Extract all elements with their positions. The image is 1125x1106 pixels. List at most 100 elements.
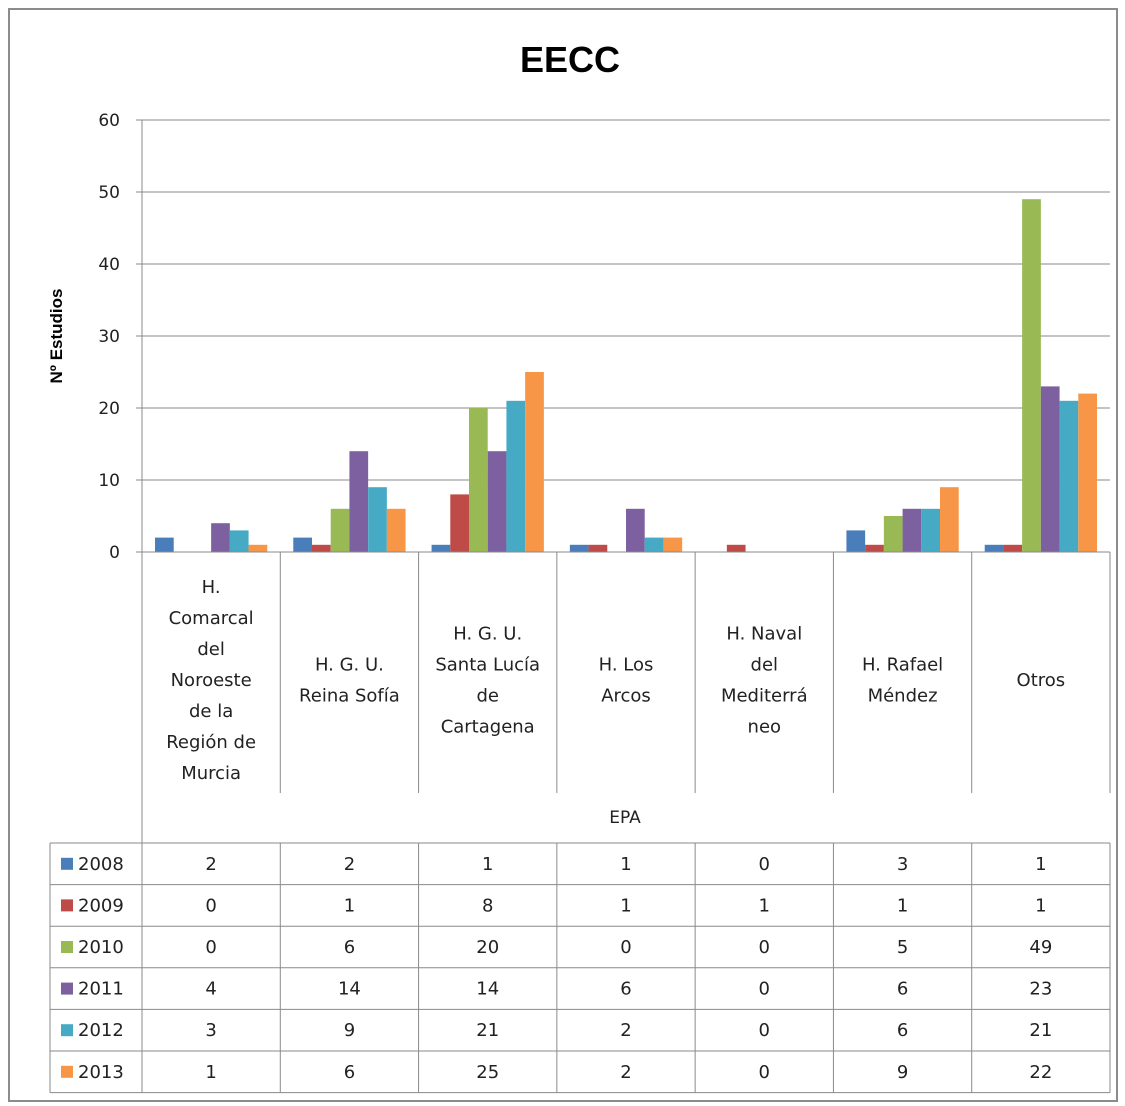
category-label: de — [476, 686, 499, 707]
bar — [368, 487, 387, 552]
legend-swatch — [61, 1024, 73, 1037]
data-label: 8 — [482, 895, 493, 916]
x-axis-label: EPA — [609, 808, 641, 828]
bar — [663, 537, 683, 552]
data-label: 0 — [205, 937, 216, 958]
data-label: 1 — [620, 854, 631, 875]
legend-swatch — [61, 1065, 73, 1078]
data-label: 3 — [897, 854, 908, 875]
data-label: 14 — [338, 979, 361, 1000]
bar — [902, 508, 922, 552]
data-label: 0 — [759, 1020, 770, 1041]
y-axis-label: Nº Estudios — [47, 289, 66, 384]
data-label: 2 — [620, 1062, 631, 1083]
data-label: 1 — [205, 1062, 216, 1083]
category-label: Mediterrá — [721, 686, 808, 707]
data-label: 1 — [897, 895, 908, 916]
bar — [1003, 544, 1023, 552]
data-label: 1 — [620, 895, 631, 916]
category-label: H. Naval — [726, 624, 802, 645]
bar — [865, 544, 884, 552]
data-label: 6 — [620, 979, 631, 1000]
legend-swatch — [61, 899, 73, 912]
chart-title: EECC — [520, 39, 620, 80]
category-label: del — [197, 639, 225, 660]
y-tick-labels: 0 10 20 30 40 50 60 — [98, 111, 120, 563]
data-label: 9 — [897, 1062, 908, 1083]
legend-label: 2011 — [78, 979, 124, 1000]
data-label: 1 — [1035, 854, 1046, 875]
category-label: Reina Sofía — [299, 686, 400, 707]
data-label: 23 — [1029, 979, 1052, 1000]
category-label: Santa Lucía — [435, 655, 540, 676]
bar — [940, 487, 959, 552]
legend-swatch — [61, 857, 73, 870]
data-label: 1 — [759, 895, 770, 916]
category-label: Cartagena — [441, 717, 535, 738]
bar — [229, 530, 249, 552]
data-label: 5 — [897, 937, 908, 958]
data-label: 21 — [476, 1020, 499, 1041]
data-label: 3 — [205, 1020, 216, 1041]
grid-lines — [142, 119, 1110, 481]
bar — [506, 400, 526, 552]
data-label: 6 — [897, 979, 908, 1000]
data-label: 0 — [205, 895, 216, 916]
bar — [487, 451, 507, 552]
category-label: Arcos — [601, 686, 651, 707]
data-label: 25 — [476, 1062, 499, 1083]
data-label: 14 — [476, 979, 499, 1000]
category-label: H. G. U. — [315, 655, 384, 676]
bar — [1078, 393, 1097, 552]
bar — [1059, 400, 1079, 552]
bar — [525, 372, 544, 552]
chart-frame — [8, 8, 1118, 1102]
bar — [1040, 386, 1060, 552]
y-tick-label: 30 — [98, 327, 120, 347]
category-label: neo — [748, 717, 782, 738]
bar — [312, 544, 331, 552]
bar — [349, 451, 369, 552]
data-label: 49 — [1029, 937, 1052, 958]
legend-label: 2013 — [78, 1062, 124, 1083]
bar — [330, 508, 350, 552]
category-label: de la — [189, 701, 233, 722]
data-label: 9 — [344, 1020, 355, 1041]
category-label: Región de — [166, 732, 256, 753]
bar — [155, 537, 174, 552]
axes-group — [136, 119, 1111, 793]
data-label: 1 — [1035, 895, 1046, 916]
data-label: 1 — [344, 895, 355, 916]
y-tick-label: 60 — [98, 111, 120, 131]
data-label: 0 — [759, 1062, 770, 1083]
bar — [293, 537, 312, 552]
category-label: Noroeste — [171, 670, 252, 691]
data-label: 21 — [1029, 1020, 1052, 1041]
data-label: 0 — [620, 937, 631, 958]
legend-label: 2012 — [78, 1020, 124, 1041]
bar — [984, 544, 1004, 552]
legend-swatch — [61, 982, 73, 995]
category-label: Otros — [1017, 670, 1066, 691]
data-label: 6 — [897, 1020, 908, 1041]
category-label: Comarcal — [169, 608, 254, 629]
bar — [644, 537, 664, 552]
bar — [626, 508, 645, 552]
category-labels: H. Comarcal del Noroeste de la Región de Murci… — [166, 577, 1065, 784]
bar — [450, 494, 469, 552]
bar — [846, 530, 866, 552]
bar — [431, 544, 451, 552]
bar — [588, 544, 608, 552]
data-label: 2 — [344, 854, 355, 875]
legend-swatch — [61, 941, 73, 953]
category-label: Méndez — [868, 686, 938, 707]
category-label: H. — [202, 577, 221, 598]
y-tick-label: 40 — [98, 255, 120, 275]
data-label: 0 — [759, 854, 770, 875]
y-tick-label: 20 — [98, 399, 120, 419]
data-label: 6 — [344, 1062, 355, 1083]
bar — [469, 408, 488, 552]
category-label: H. Los — [599, 655, 654, 676]
